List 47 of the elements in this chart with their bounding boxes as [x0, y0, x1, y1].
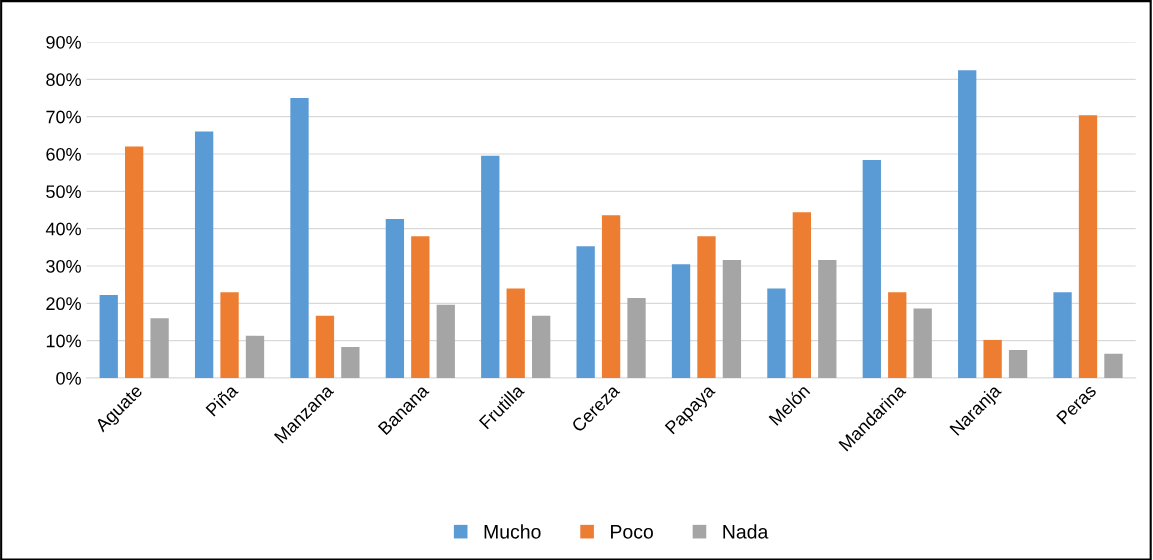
bar — [341, 347, 360, 378]
bar — [722, 260, 742, 378]
bar — [1053, 292, 1072, 378]
x-tick-label: Piña — [205, 382, 239, 417]
bar — [99, 295, 118, 378]
bar — [862, 159, 881, 378]
bar — [792, 212, 812, 378]
y-tick-label: 70% — [46, 110, 81, 124]
bar — [290, 98, 309, 378]
bar — [1078, 115, 1098, 378]
bar — [576, 246, 595, 378]
bar — [818, 260, 837, 378]
bar — [436, 304, 455, 378]
bar — [601, 215, 621, 378]
y-tick-label: 30% — [46, 259, 81, 273]
bar — [627, 298, 646, 378]
y-tick-label: 80% — [46, 73, 81, 87]
y-tick-label: 90% — [46, 35, 81, 49]
legend-label: Mucho — [484, 524, 541, 539]
bar — [671, 264, 691, 378]
bar — [531, 315, 551, 378]
bar — [506, 288, 525, 378]
legend-label: Poco — [611, 525, 653, 539]
bar — [958, 70, 977, 378]
y-tick-label: 60% — [46, 147, 81, 161]
y-tick-label: 40% — [45, 222, 81, 236]
y-tick-label: 20% — [46, 297, 81, 311]
bar — [385, 218, 405, 378]
legend-label: Nada — [723, 524, 769, 539]
bar — [481, 155, 500, 378]
bar — [220, 292, 239, 378]
bar — [767, 288, 786, 378]
y-tick-label: 10% — [46, 334, 81, 348]
bar — [315, 315, 335, 378]
bar — [245, 335, 265, 378]
bar — [194, 131, 214, 378]
bar — [697, 236, 716, 378]
y-tick-label: 50% — [46, 185, 81, 199]
bar — [913, 308, 932, 378]
bar — [1008, 350, 1028, 378]
y-tick-label: 0% — [56, 371, 81, 385]
bar — [1104, 353, 1123, 378]
bar — [983, 339, 1002, 378]
bar — [411, 236, 430, 378]
bar — [125, 146, 144, 378]
bar — [150, 318, 169, 378]
bar — [888, 292, 907, 378]
